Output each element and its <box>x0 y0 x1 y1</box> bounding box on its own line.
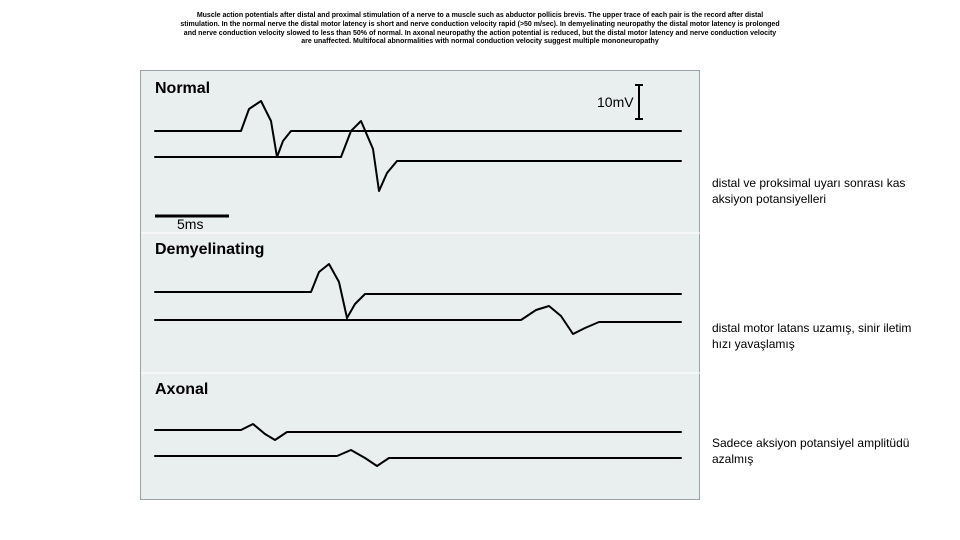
note-normal: distal ve proksimal uyarı sonrası kas ak… <box>712 175 912 207</box>
svg-text:10mV: 10mV <box>597 94 634 110</box>
svg-text:Normal: Normal <box>155 80 210 97</box>
note-axonal: Sadece aksiyon potansiyel amplitüdü azal… <box>712 435 912 467</box>
figure-caption: Muscle action potentials after distal an… <box>180 12 780 47</box>
svg-text:5ms: 5ms <box>177 216 203 232</box>
note-demyelinating: distal motor latans uzamış, sinir iletim… <box>712 320 912 352</box>
figure-svg: Normal 10mV 5ms Demyelinating Axonal <box>141 71 701 501</box>
figure-panel: Normal 10mV 5ms Demyelinating Axonal <box>140 70 700 500</box>
page: Muscle action potentials after distal an… <box>0 0 960 540</box>
svg-text:Axonal: Axonal <box>155 381 208 398</box>
svg-text:Demyelinating: Demyelinating <box>155 241 264 258</box>
